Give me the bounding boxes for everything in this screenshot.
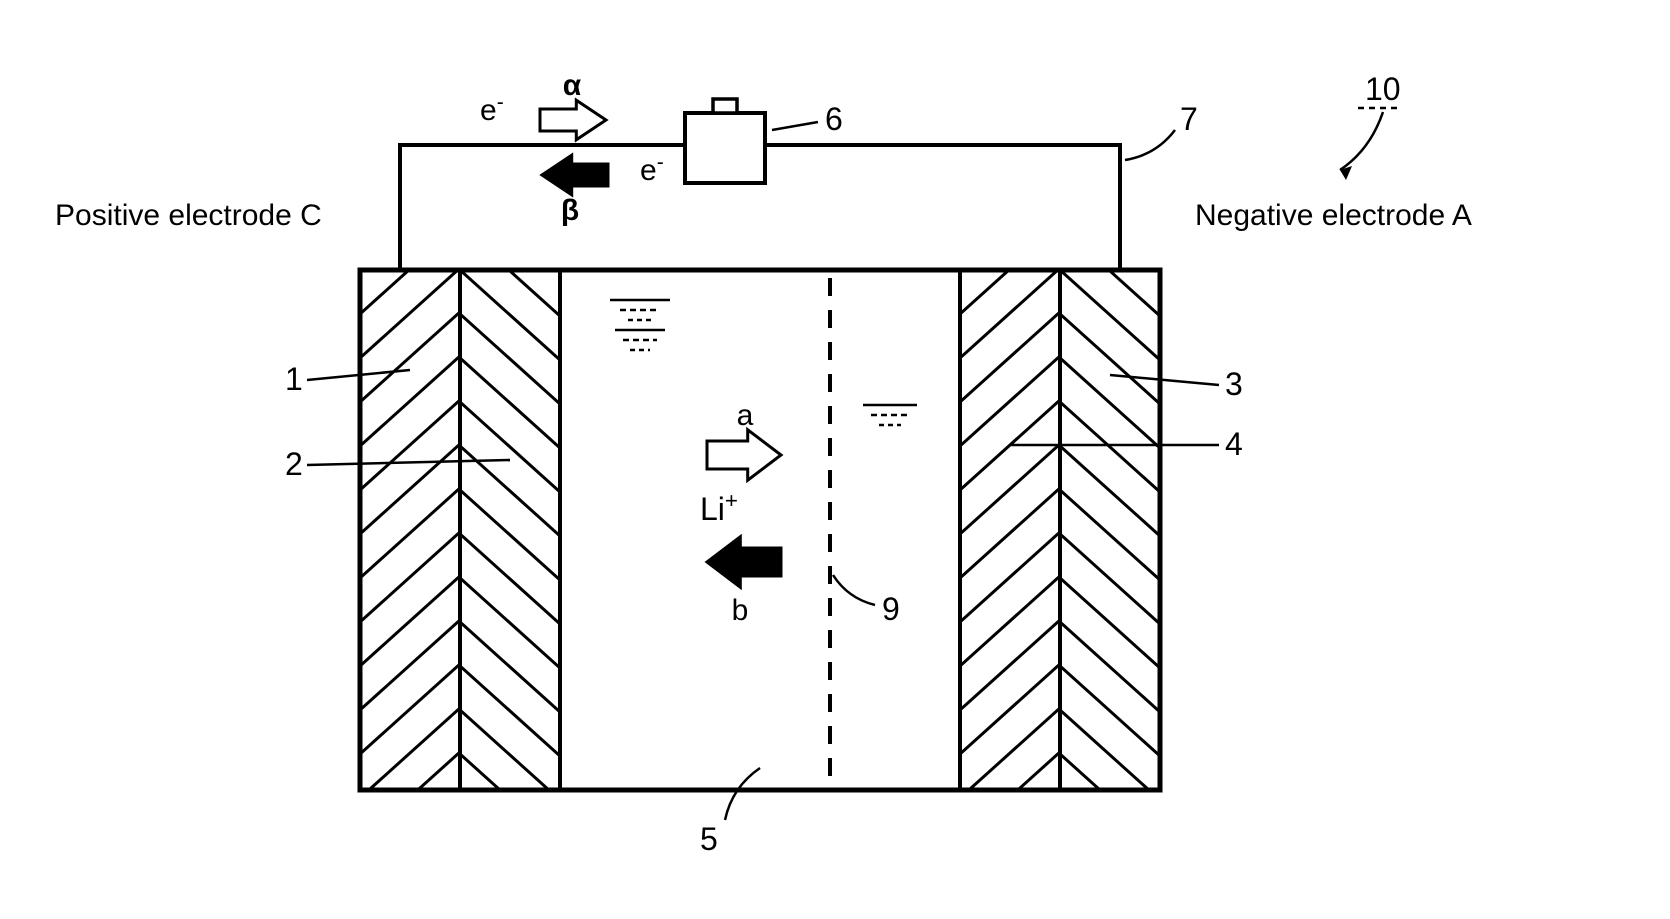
ref-6-leader <box>772 122 818 130</box>
ref-9-ref: 9 <box>882 591 900 627</box>
ref-3-leader <box>1110 375 1219 385</box>
beta-arrow-icon <box>542 155 608 195</box>
pos-active-hatch <box>460 0 560 919</box>
ion-arrow-b-icon <box>707 537 781 587</box>
ion-a-label: a <box>737 399 754 432</box>
ref-5-leader <box>725 768 760 820</box>
neg-collector-hatch <box>1060 0 1160 919</box>
ion-arrow-a-icon <box>707 430 781 480</box>
positive-electrode-title: Positive electrode C <box>55 199 322 232</box>
load-device <box>685 113 765 183</box>
ref-2-ref: 2 <box>285 446 303 482</box>
ref-9-leader <box>833 575 875 605</box>
beta-label: β <box>561 194 579 227</box>
negative-electrode-title: Negative electrode A <box>1195 199 1472 232</box>
load-device-knob <box>713 99 737 113</box>
alpha-label: α <box>563 69 582 102</box>
ref-5-ref: 5 <box>700 821 718 857</box>
ref-10-arrow-shaft <box>1340 112 1383 170</box>
neg-active-hatch <box>960 0 1060 919</box>
ref-7-leader <box>1125 130 1175 160</box>
electrolyte-level-mark <box>615 330 665 350</box>
electrolyte-level-mark <box>610 300 670 320</box>
cell-housing <box>360 270 1160 790</box>
ion-b-label: b <box>732 594 749 627</box>
lithium-ion-label: Li+ <box>700 488 738 528</box>
ref-3-ref: 3 <box>1225 366 1243 402</box>
ref-4-ref: 4 <box>1225 426 1243 462</box>
ref-1-ref: 1 <box>285 361 303 397</box>
electrolyte-level-mark <box>863 405 917 425</box>
electron-label-alpha: e- <box>480 91 504 128</box>
electron-label-beta: e- <box>640 151 664 188</box>
alpha-arrow-icon <box>540 100 606 140</box>
ref-7-ref: 7 <box>1180 101 1198 137</box>
pos-collector-hatch <box>360 0 460 919</box>
ref-6-ref: 6 <box>825 101 843 137</box>
ref-10-ref: 10 <box>1365 71 1401 107</box>
